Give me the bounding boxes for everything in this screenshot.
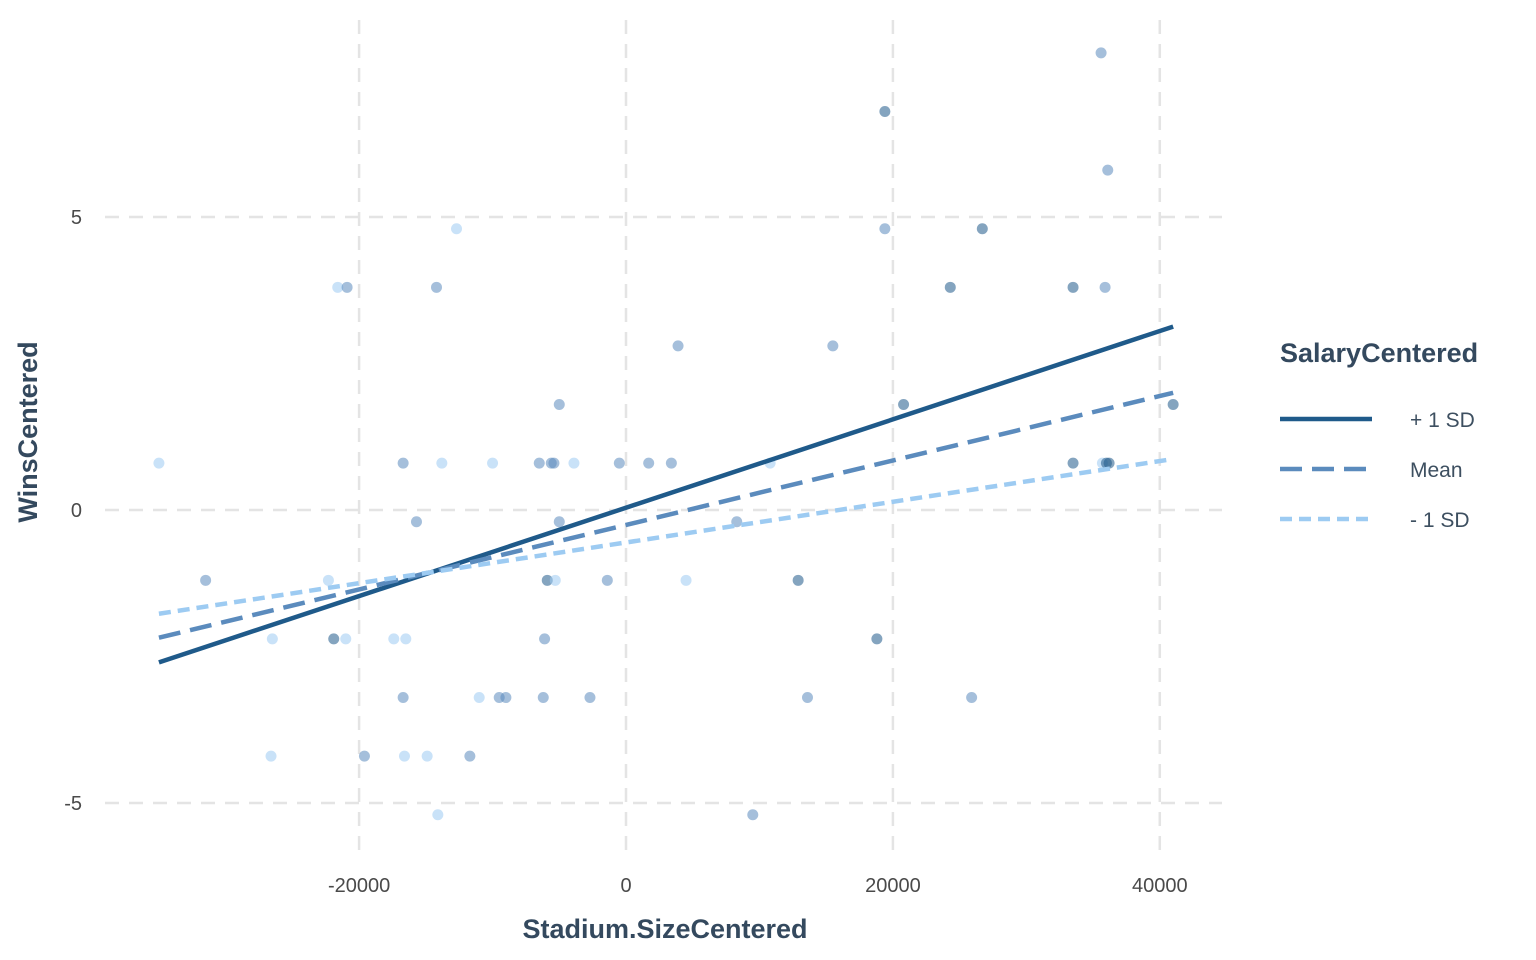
- series-line: [158, 456, 1174, 616]
- data-point: [613, 457, 625, 469]
- data-point: [792, 574, 804, 586]
- x-tick-label: -20000: [328, 875, 390, 897]
- data-point: [200, 574, 212, 586]
- data-point: [388, 633, 400, 645]
- data-point: [966, 692, 978, 704]
- data-point: [898, 399, 910, 411]
- data-point: [548, 457, 560, 469]
- axis-ticks: -20000 0 20000 40000 -5 0 5: [64, 207, 1187, 897]
- data-point: [747, 809, 759, 821]
- data-point: [358, 750, 370, 762]
- data-point: [533, 457, 545, 469]
- data-point: [601, 574, 613, 586]
- y-tick-label: -5: [64, 793, 82, 815]
- x-tick-label: 20000: [865, 875, 921, 897]
- x-axis-title: Stadium.SizeCentered: [522, 914, 807, 944]
- data-point: [265, 750, 277, 762]
- data-point: [341, 281, 353, 293]
- legend-label: + 1 SD: [1410, 409, 1475, 432]
- x-tick-label: 0: [620, 875, 631, 897]
- data-point: [451, 223, 463, 235]
- data-point: [680, 574, 692, 586]
- data-point: [1099, 281, 1111, 293]
- data-point: [332, 281, 344, 293]
- data-point: [1067, 281, 1079, 293]
- data-point: [398, 750, 410, 762]
- data-point: [553, 399, 565, 411]
- legend: SalaryCentered + 1 SD Mean - 1 SD: [1280, 338, 1478, 532]
- data-point: [541, 574, 553, 586]
- data-points: [153, 47, 1179, 821]
- data-point: [397, 692, 409, 704]
- legend-items: + 1 SD Mean - 1 SD: [1280, 409, 1475, 532]
- data-point: [322, 574, 334, 586]
- series-line: [158, 390, 1174, 640]
- data-point: [871, 633, 883, 645]
- legend-label: Mean: [1410, 459, 1463, 482]
- data-point: [1167, 399, 1179, 411]
- x-tick-label: 40000: [1132, 875, 1188, 897]
- data-point: [410, 516, 422, 528]
- regression-lines: [158, 324, 1174, 665]
- data-point: [340, 633, 352, 645]
- data-point: [672, 340, 684, 352]
- y-tick-label: 0: [71, 500, 82, 522]
- data-point: [1103, 457, 1115, 469]
- data-point: [153, 457, 165, 469]
- data-point: [431, 281, 443, 293]
- data-point: [397, 457, 409, 469]
- data-point: [537, 692, 549, 704]
- data-point: [879, 223, 891, 235]
- data-point: [879, 106, 891, 118]
- legend-label: - 1 SD: [1410, 509, 1470, 532]
- data-point: [421, 750, 433, 762]
- data-point: [473, 692, 485, 704]
- data-point: [464, 750, 476, 762]
- data-point: [568, 457, 580, 469]
- data-point: [584, 692, 596, 704]
- data-point: [436, 457, 448, 469]
- data-point: [801, 692, 813, 704]
- data-point: [500, 692, 512, 704]
- legend-title: SalaryCentered: [1280, 338, 1478, 368]
- data-point: [1095, 47, 1107, 59]
- data-point: [1067, 457, 1079, 469]
- data-point: [944, 281, 956, 293]
- data-point: [1102, 164, 1114, 176]
- data-point: [549, 574, 561, 586]
- data-point: [665, 457, 677, 469]
- y-tick-label: 5: [71, 207, 82, 229]
- data-point: [328, 633, 340, 645]
- data-point: [400, 633, 412, 645]
- data-point: [976, 223, 988, 235]
- data-point: [266, 633, 278, 645]
- data-point: [827, 340, 839, 352]
- data-point: [487, 457, 499, 469]
- data-point: [553, 516, 565, 528]
- data-point: [432, 809, 444, 821]
- series-line: [158, 324, 1174, 665]
- y-axis-title: WinsCentered: [13, 341, 43, 522]
- data-point: [539, 633, 551, 645]
- data-point: [643, 457, 655, 469]
- grid-lines: [105, 20, 1222, 860]
